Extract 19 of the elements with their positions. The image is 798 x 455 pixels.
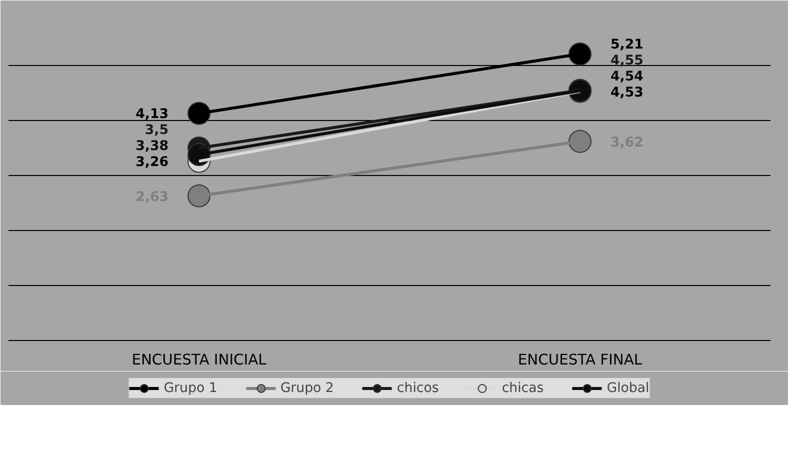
data-label: 3,38 <box>136 139 169 154</box>
data-label: 4,53 <box>610 85 644 100</box>
legend-label: chicos <box>396 380 439 396</box>
x-tick-label: ENCUESTA FINAL <box>518 352 643 368</box>
point <box>188 184 210 208</box>
data-label: 3,5 <box>144 123 169 138</box>
legend-label: Global <box>606 380 650 396</box>
data-label: 4,55 <box>610 53 644 68</box>
x-tick-label: ENCUESTA INICIAL <box>132 352 268 368</box>
point <box>188 102 210 125</box>
legend-label: chicas <box>502 380 544 396</box>
data-label: 5,21 <box>610 37 644 52</box>
point <box>568 130 592 153</box>
data-label: 4,13 <box>136 107 169 122</box>
legend-label: Grupo 2 <box>280 380 334 396</box>
data-label: 3,26 <box>136 155 169 170</box>
point <box>568 42 592 66</box>
legend-label: Grupo 1 <box>164 380 218 396</box>
data-label: 4,54 <box>610 69 644 84</box>
